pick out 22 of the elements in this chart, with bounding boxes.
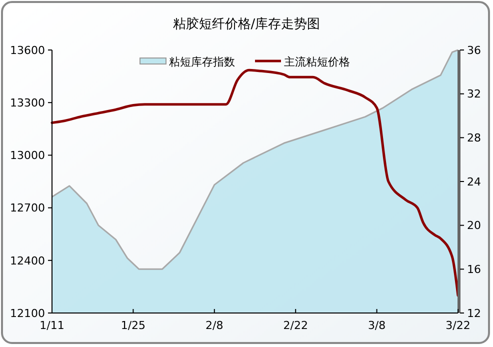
x-tick-label: 2/22 bbox=[283, 319, 308, 332]
y-tick-label: 12700 bbox=[10, 202, 45, 215]
y2-tick-label: 28 bbox=[467, 132, 481, 145]
y-tick-label: 13000 bbox=[10, 149, 45, 162]
y-tick-label: 13300 bbox=[10, 96, 45, 110]
y2-tick-label: 20 bbox=[467, 219, 481, 232]
x-tick-label: 3/22 bbox=[446, 319, 470, 332]
x-tick-label: 1/11 bbox=[40, 319, 64, 332]
x-tick-label: 2/8 bbox=[206, 319, 224, 332]
legend-label: 主流粘短价格 bbox=[284, 55, 350, 68]
y-tick-label: 12400 bbox=[10, 254, 45, 268]
y2-tick-label: 36 bbox=[467, 44, 481, 57]
y-tick-label: 12100 bbox=[10, 306, 45, 320]
y2-tick-label: 16 bbox=[467, 263, 481, 276]
y-tick-label: 13600 bbox=[10, 44, 45, 57]
legend-label: 粘短库存指数 bbox=[169, 55, 235, 68]
y2-tick-label: 24 bbox=[467, 175, 481, 188]
x-tick-label: 1/25 bbox=[120, 319, 146, 332]
y2-tick-label: 32 bbox=[467, 88, 481, 101]
chart-title: 粘胶短纤价格/库存走势图 bbox=[172, 17, 320, 32]
x-tick-label: 3/8 bbox=[368, 319, 386, 332]
y2-tick-label: 12 bbox=[467, 306, 481, 320]
